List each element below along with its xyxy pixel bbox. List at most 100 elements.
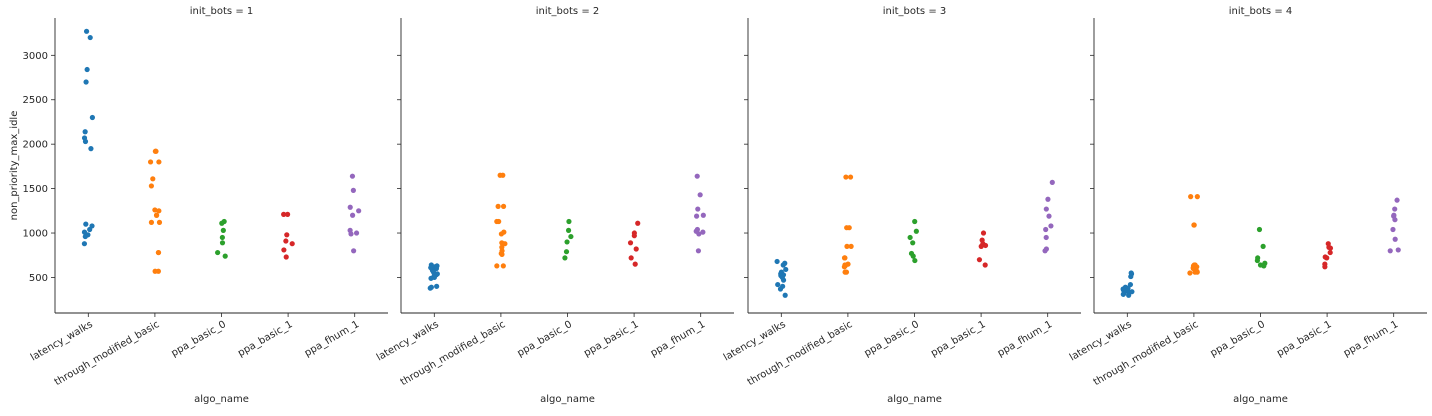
data-point-through-modified-basic (500, 263, 506, 269)
data-point-ppa-fhum-1 (1392, 206, 1398, 212)
data-point-through-modified-basic (499, 251, 505, 257)
data-point-ppa-fhum-1 (694, 173, 700, 179)
data-point-ppa-basic-1 (628, 255, 634, 261)
data-point-ppa-basic-1 (632, 261, 638, 267)
data-point-ppa-basic-1 (284, 232, 290, 238)
data-point-ppa-fhum-1 (356, 208, 362, 214)
data-point-ppa-fhum-1 (697, 192, 703, 198)
data-point-through-modified-basic (495, 203, 501, 209)
data-point-ppa-fhum-1 (353, 230, 360, 236)
data-point-ppa-fhum-1 (695, 248, 702, 254)
data-point-ppa-basic-0 (564, 239, 570, 245)
data-point-ppa-basic-0 (910, 240, 916, 246)
data-point-ppa-basic-0 (1261, 263, 1267, 269)
data-point-ppa-fhum-1 (1392, 217, 1398, 223)
data-point-ppa-basic-1 (289, 241, 295, 247)
data-point-ppa-basic-1 (281, 247, 287, 253)
data-point-through-modified-basic (1187, 270, 1193, 276)
data-point-ppa-fhum-1 (695, 206, 701, 212)
data-point-ppa-basic-0 (219, 240, 226, 246)
data-point-latency-walks (427, 285, 433, 291)
y-tick-label: 1000 (23, 229, 48, 240)
data-point-ppa-basic-1 (627, 240, 634, 246)
data-point-through-modified-basic (494, 263, 500, 269)
data-point-ppa-fhum-1 (1043, 234, 1049, 241)
data-point-ppa-basic-0 (912, 257, 918, 264)
data-point-latency-walks (1128, 273, 1134, 280)
data-point-through-modified-basic (148, 219, 155, 225)
data-point-latency-walks (774, 258, 780, 265)
data-point-ppa-fhum-1 (1043, 226, 1049, 233)
data-point-through-modified-basic (156, 159, 162, 165)
data-point-ppa-basic-0 (562, 255, 568, 261)
data-point-ppa-fhum-1 (1048, 223, 1054, 229)
data-point-latency-walks (777, 286, 784, 292)
data-point-latency-walks (83, 79, 89, 85)
data-point-through-modified-basic (502, 241, 508, 247)
data-point-latency-walks (87, 226, 93, 233)
data-point-latency-walks (83, 221, 89, 227)
data-point-through-modified-basic (848, 243, 854, 249)
data-point-ppa-basic-0 (222, 253, 228, 259)
data-point-latency-walks (81, 241, 88, 247)
facet-4-title: init_bots = 4 (1229, 6, 1293, 17)
data-point-ppa-fhum-1 (1043, 206, 1049, 212)
data-point-ppa-basic-0 (563, 249, 570, 255)
data-point-ppa-fhum-1 (700, 229, 706, 235)
data-point-ppa-basic-0 (219, 220, 225, 226)
x-tick-label: ppa_basic_1 (582, 319, 640, 359)
x-tick-label: ppa_fhum_1 (649, 319, 707, 359)
data-point-through-modified-basic (150, 176, 156, 182)
x-tick-label: through_modified_basic (399, 319, 508, 388)
data-point-through-modified-basic (844, 243, 850, 249)
data-point-through-modified-basic (843, 174, 849, 180)
data-point-latency-walks (783, 266, 789, 273)
data-point-through-modified-basic (1191, 222, 1197, 228)
data-point-through-modified-basic (152, 268, 158, 274)
x-tick-label: latency_walks (722, 319, 788, 363)
data-point-latency-walks (433, 265, 440, 272)
data-point-latency-walks (82, 233, 88, 240)
data-point-ppa-basic-1 (976, 257, 983, 263)
data-point-latency-walks (87, 34, 93, 41)
data-point-latency-walks (82, 138, 89, 145)
data-point-through-modified-basic (156, 208, 162, 214)
data-point-ppa-basic-0 (568, 233, 574, 240)
data-point-ppa-basic-0 (566, 218, 572, 225)
data-point-ppa-fhum-1 (1042, 248, 1048, 254)
data-point-ppa-fhum-1 (700, 212, 706, 218)
data-point-latency-walks (428, 275, 434, 281)
data-point-through-modified-basic (847, 174, 854, 180)
x-tick-label: ppa_basic_1 (236, 319, 294, 359)
x-tick-label: ppa_basic_1 (1275, 319, 1333, 359)
x-tick-label: ppa_fhum_1 (1342, 319, 1400, 359)
data-point-ppa-fhum-1 (349, 212, 356, 218)
data-point-through-modified-basic (153, 212, 160, 218)
x-tick-label: through_modified_basic (1092, 319, 1201, 388)
data-point-ppa-fhum-1 (347, 204, 353, 210)
y-axis-label: non_priority_max_idle (9, 111, 20, 221)
x-tick-label: latency_walks (375, 319, 441, 363)
data-point-ppa-basic-0 (1254, 257, 1260, 264)
facet-2-title: init_bots = 2 (536, 6, 600, 17)
data-point-through-modified-basic (500, 172, 506, 178)
data-point-ppa-fhum-1 (1390, 226, 1396, 233)
y-tick-label: 1500 (23, 184, 48, 195)
data-point-through-modified-basic (496, 218, 502, 225)
data-point-ppa-basic-0 (1256, 226, 1263, 233)
data-point-ppa-basic-0 (220, 227, 226, 233)
data-point-ppa-basic-1 (284, 211, 291, 217)
data-point-ppa-basic-1 (1322, 264, 1328, 270)
data-point-ppa-basic-0 (219, 234, 225, 241)
x-tick-label: ppa_basic_0 (170, 319, 228, 359)
data-point-ppa-basic-1 (982, 242, 989, 249)
data-point-latency-walks (434, 283, 440, 289)
data-point-ppa-fhum-1 (348, 231, 354, 237)
data-point-ppa-basic-0 (215, 249, 221, 256)
x-tick-label: ppa_fhum_1 (303, 319, 361, 359)
x-tick-label: latency_walks (1068, 319, 1134, 363)
data-point-ppa-fhum-1 (351, 248, 357, 254)
x-tick-label: ppa_basic_0 (516, 319, 574, 359)
x-tick-label: ppa_basic_0 (863, 319, 921, 359)
data-point-latency-walks (1126, 292, 1132, 298)
